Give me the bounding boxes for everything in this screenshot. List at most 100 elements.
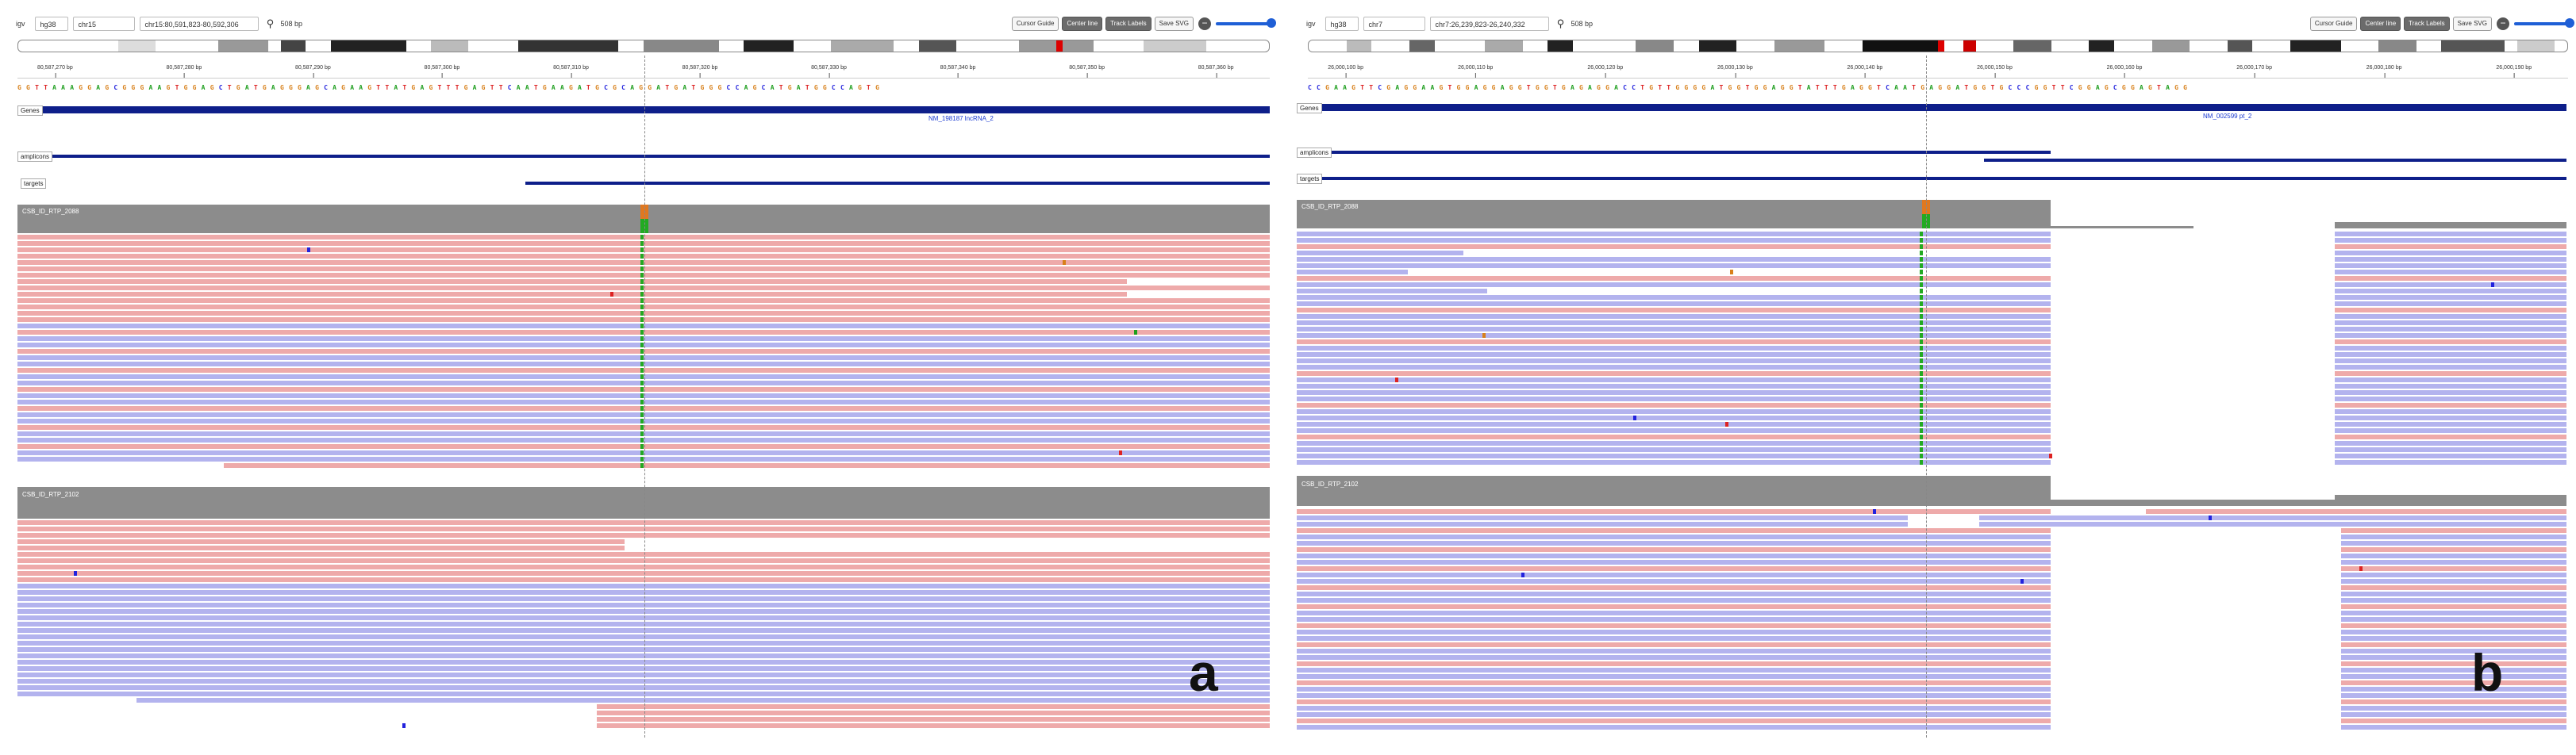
read-row[interactable] xyxy=(1297,649,2566,653)
aligned-read[interactable] xyxy=(17,425,1270,430)
chromosome-select[interactable]: chr7 xyxy=(1363,17,1425,31)
aligned-read[interactable] xyxy=(1297,535,2051,539)
aligned-read[interactable] xyxy=(1297,693,2051,698)
mismatch-base[interactable] xyxy=(640,336,644,341)
aligned-read[interactable] xyxy=(1297,642,2051,647)
aligned-read[interactable] xyxy=(2335,428,2566,433)
read-row[interactable] xyxy=(17,704,1270,709)
aligned-read[interactable] xyxy=(2341,725,2566,730)
mismatch-base[interactable] xyxy=(1920,454,1923,458)
read-row[interactable] xyxy=(17,590,1270,595)
read-row[interactable] xyxy=(1297,447,2566,452)
aligned-read[interactable] xyxy=(2341,573,2566,577)
mismatch-base[interactable] xyxy=(1920,238,1923,243)
aligned-read[interactable] xyxy=(2335,390,2566,395)
read-row[interactable] xyxy=(1297,642,2566,647)
read-row[interactable] xyxy=(1297,573,2566,577)
aligned-read[interactable] xyxy=(17,241,1270,246)
read-row[interactable] xyxy=(1297,327,2566,332)
aligned-read[interactable] xyxy=(17,577,1270,582)
aligned-read[interactable] xyxy=(2335,447,2566,452)
mismatch-base[interactable] xyxy=(1134,330,1137,335)
aligned-read[interactable] xyxy=(1297,687,2051,692)
mismatch-base[interactable] xyxy=(640,381,644,385)
read-row[interactable] xyxy=(17,539,1270,544)
zoom-out-icon[interactable]: − xyxy=(2497,17,2509,30)
aligned-read[interactable] xyxy=(2335,320,2566,325)
mismatch-base[interactable] xyxy=(640,298,644,303)
aligned-read[interactable] xyxy=(1297,649,2051,653)
coverage-track-2[interactable] xyxy=(1297,476,2051,506)
coverage-track-1[interactable] xyxy=(1297,200,2051,228)
mismatch-base[interactable] xyxy=(640,463,644,468)
aligned-read[interactable] xyxy=(2341,611,2566,615)
read-row[interactable] xyxy=(17,457,1270,462)
read-row[interactable] xyxy=(1297,301,2566,306)
read-row[interactable] xyxy=(1297,725,2566,730)
aligned-read[interactable] xyxy=(2335,358,2566,363)
read-row[interactable] xyxy=(1297,706,2566,711)
read-row[interactable] xyxy=(1297,320,2566,325)
mismatch-base[interactable] xyxy=(1920,384,1923,389)
read-row[interactable] xyxy=(17,336,1270,341)
aligned-read[interactable] xyxy=(2341,560,2566,565)
aligned-read[interactable] xyxy=(1297,706,2051,711)
read-row[interactable] xyxy=(1297,251,2566,255)
locus-input[interactable]: chr7:26,239,823-26,240,332 xyxy=(1429,17,1549,31)
coverage-track-1-right[interactable] xyxy=(2335,222,2566,228)
read-row[interactable] xyxy=(1297,409,2566,414)
aligned-read[interactable] xyxy=(17,266,1270,271)
aligned-read[interactable] xyxy=(2335,289,2566,293)
mismatch-base[interactable] xyxy=(640,412,644,417)
aligned-read[interactable] xyxy=(2335,327,2566,332)
read-row[interactable] xyxy=(17,634,1270,639)
read-row[interactable] xyxy=(1297,397,2566,401)
read-row[interactable] xyxy=(17,679,1270,684)
aligned-read[interactable] xyxy=(17,552,1270,557)
read-row[interactable] xyxy=(1297,390,2566,395)
mismatch-base[interactable] xyxy=(640,241,644,246)
read-row[interactable] xyxy=(17,641,1270,646)
track-labels-button[interactable]: Track Labels xyxy=(1105,17,1152,31)
mismatch-base[interactable] xyxy=(640,317,644,322)
mismatch-base[interactable] xyxy=(1395,378,1398,382)
target-feature-bar[interactable] xyxy=(1297,177,2566,180)
read-row[interactable] xyxy=(1297,693,2566,698)
read-row[interactable] xyxy=(17,438,1270,443)
alignment-track-1[interactable] xyxy=(17,235,1270,473)
read-row[interactable] xyxy=(17,698,1270,703)
aligned-read[interactable] xyxy=(2335,454,2566,458)
aligned-read[interactable] xyxy=(2335,251,2566,255)
read-row[interactable] xyxy=(1297,232,2566,236)
read-row[interactable] xyxy=(17,673,1270,677)
read-row[interactable] xyxy=(17,628,1270,633)
aligned-read[interactable] xyxy=(1297,232,2051,236)
aligned-read[interactable] xyxy=(17,450,1270,455)
zoom-slider[interactable] xyxy=(1216,18,1276,28)
mismatch-base[interactable] xyxy=(1920,251,1923,255)
mismatch-base[interactable] xyxy=(1920,441,1923,446)
gene-feature-bar[interactable] xyxy=(17,106,1270,113)
mismatch-base[interactable] xyxy=(640,444,644,449)
aligned-read[interactable] xyxy=(2341,566,2566,571)
aligned-read[interactable] xyxy=(2335,232,2566,236)
aligned-read[interactable] xyxy=(2335,257,2566,262)
read-row[interactable] xyxy=(1297,699,2566,704)
read-row[interactable] xyxy=(17,292,1270,297)
aligned-read[interactable] xyxy=(2341,668,2566,673)
read-row[interactable] xyxy=(17,666,1270,671)
aligned-read[interactable] xyxy=(2146,509,2566,514)
aligned-read[interactable] xyxy=(1297,384,2051,389)
mismatch-base[interactable] xyxy=(640,330,644,335)
aligned-read[interactable] xyxy=(17,558,1270,563)
aligned-read[interactable] xyxy=(2335,378,2566,382)
aligned-read[interactable] xyxy=(17,247,1270,252)
mismatch-base[interactable] xyxy=(1920,352,1923,357)
mismatch-base[interactable] xyxy=(1725,422,1728,427)
read-row[interactable] xyxy=(17,362,1270,366)
read-row[interactable] xyxy=(1297,339,2566,344)
coverage-track-1-low[interactable] xyxy=(2051,226,2193,228)
center-line-button[interactable]: Center line xyxy=(1062,17,1103,31)
aligned-read[interactable] xyxy=(1297,238,2051,243)
read-row[interactable] xyxy=(17,393,1270,398)
